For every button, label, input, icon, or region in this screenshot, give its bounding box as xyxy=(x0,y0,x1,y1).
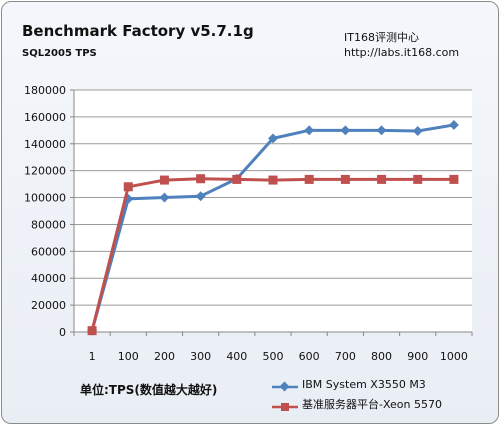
x-tick-label: 100 xyxy=(118,350,139,363)
legend-label-series-2: 基准服务器平台-Xeon 5570 xyxy=(302,398,442,411)
y-tick-label: 20000 xyxy=(31,299,66,312)
data-point-series-2 xyxy=(377,174,387,184)
data-point-series-1 xyxy=(376,125,387,136)
data-point-series-1 xyxy=(304,125,315,136)
chart-title: Benchmark Factory v5.7.1g xyxy=(22,22,254,40)
legend-item-series-2: 基准服务器平台-Xeon 5570 xyxy=(272,394,442,414)
x-tick-label: 900 xyxy=(407,350,428,363)
plot-area xyxy=(74,90,472,332)
data-point-series-1 xyxy=(159,192,170,203)
y-tick-label: 40000 xyxy=(31,272,66,285)
legend: IBM System X3550 M3 基准服务器平台-Xeon 5570 xyxy=(272,374,442,414)
data-point-series-2 xyxy=(268,175,278,185)
source-url: http://labs.it168.com xyxy=(344,46,460,59)
data-point-series-2 xyxy=(449,174,459,184)
data-point-series-1 xyxy=(195,191,206,202)
y-tick-label: 120000 xyxy=(24,165,66,178)
data-point-series-2 xyxy=(123,182,133,192)
y-tick-label: 140000 xyxy=(24,138,66,151)
data-point-series-1 xyxy=(268,133,278,144)
data-point-series-2 xyxy=(340,174,350,184)
y-tick-label: 180000 xyxy=(24,84,66,97)
chart-subtitle: SQL2005 TPS xyxy=(22,48,97,59)
legend-swatch-series-2 xyxy=(272,398,298,411)
x-tick-label: 400 xyxy=(226,350,247,363)
legend-label-series-1: IBM System X3550 M3 xyxy=(302,377,426,391)
y-tick-label: 0 xyxy=(59,326,66,339)
x-tick-label: 200 xyxy=(154,350,175,363)
x-tick-label: 300 xyxy=(190,350,211,363)
data-point-series-2 xyxy=(232,174,242,184)
data-point-series-2 xyxy=(304,174,314,184)
data-point-series-2 xyxy=(196,174,206,184)
data-point-series-2 xyxy=(413,174,423,184)
data-point-series-1 xyxy=(412,126,423,136)
x-tick-label: 1000 xyxy=(440,350,468,363)
data-point-series-2 xyxy=(87,326,97,336)
data-point-series-1 xyxy=(340,125,351,136)
x-tick-label: 600 xyxy=(299,350,320,363)
x-tick-label: 1 xyxy=(89,350,96,363)
legend-item-series-1: IBM System X3550 M3 xyxy=(272,374,442,394)
y-tick-label: 160000 xyxy=(24,111,66,124)
legend-swatch-series-1 xyxy=(272,378,298,392)
y-tick-label: 60000 xyxy=(31,245,66,258)
x-tick-label: 800 xyxy=(371,350,392,363)
x-tick-label: 700 xyxy=(335,350,356,363)
source-label: IT168评测中心 xyxy=(344,31,419,44)
y-tick-label: 100000 xyxy=(24,192,66,205)
x-tick-label: 500 xyxy=(263,350,284,363)
y-tick-label: 80000 xyxy=(31,218,66,231)
unit-note: 单位:TPS(数值越大越好) xyxy=(80,383,218,397)
data-point-series-2 xyxy=(159,175,169,185)
